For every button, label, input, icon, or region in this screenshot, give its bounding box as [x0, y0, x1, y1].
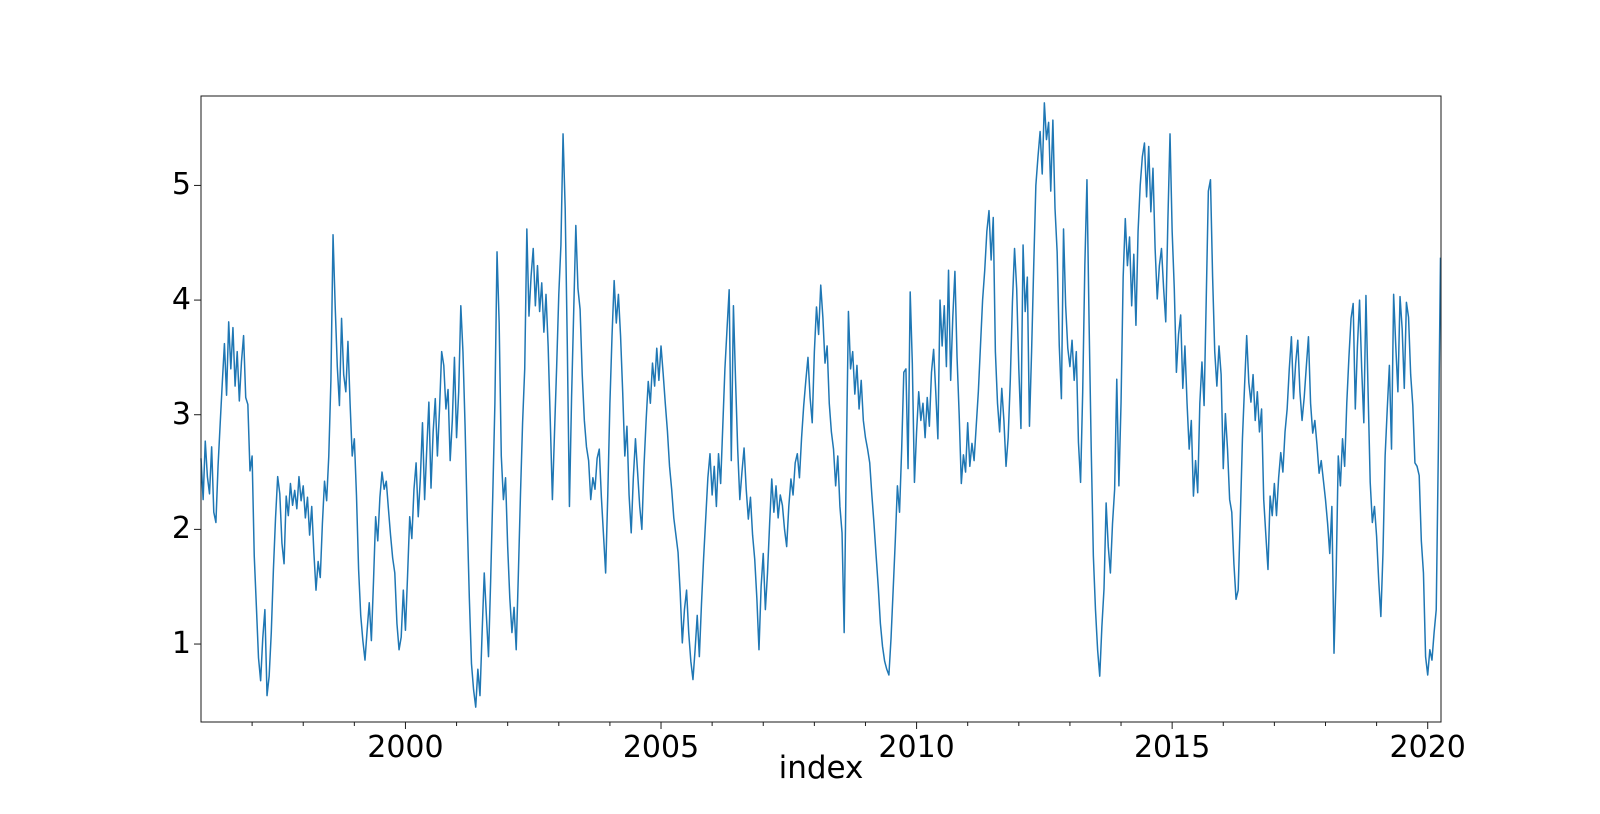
x-tick-label: 2005: [622, 730, 700, 765]
x-tick-label: 2015: [1133, 730, 1211, 765]
series-line: [200, 102, 1442, 708]
y-tick-label: 4: [171, 282, 191, 318]
tick-marks: [194, 184, 1429, 729]
axes-spines: [200, 95, 1442, 723]
x-tick-label: 2010: [878, 730, 955, 765]
y-tick-label: 5: [171, 167, 191, 203]
x-axis-label: index: [778, 750, 864, 786]
x-tick-label: 2020: [1389, 730, 1466, 765]
y-tick-label: 1: [171, 626, 191, 662]
x-tick-label: 2000: [367, 730, 444, 765]
y-tick-label: 2: [171, 511, 191, 547]
y-tick-label: 3: [171, 396, 191, 432]
